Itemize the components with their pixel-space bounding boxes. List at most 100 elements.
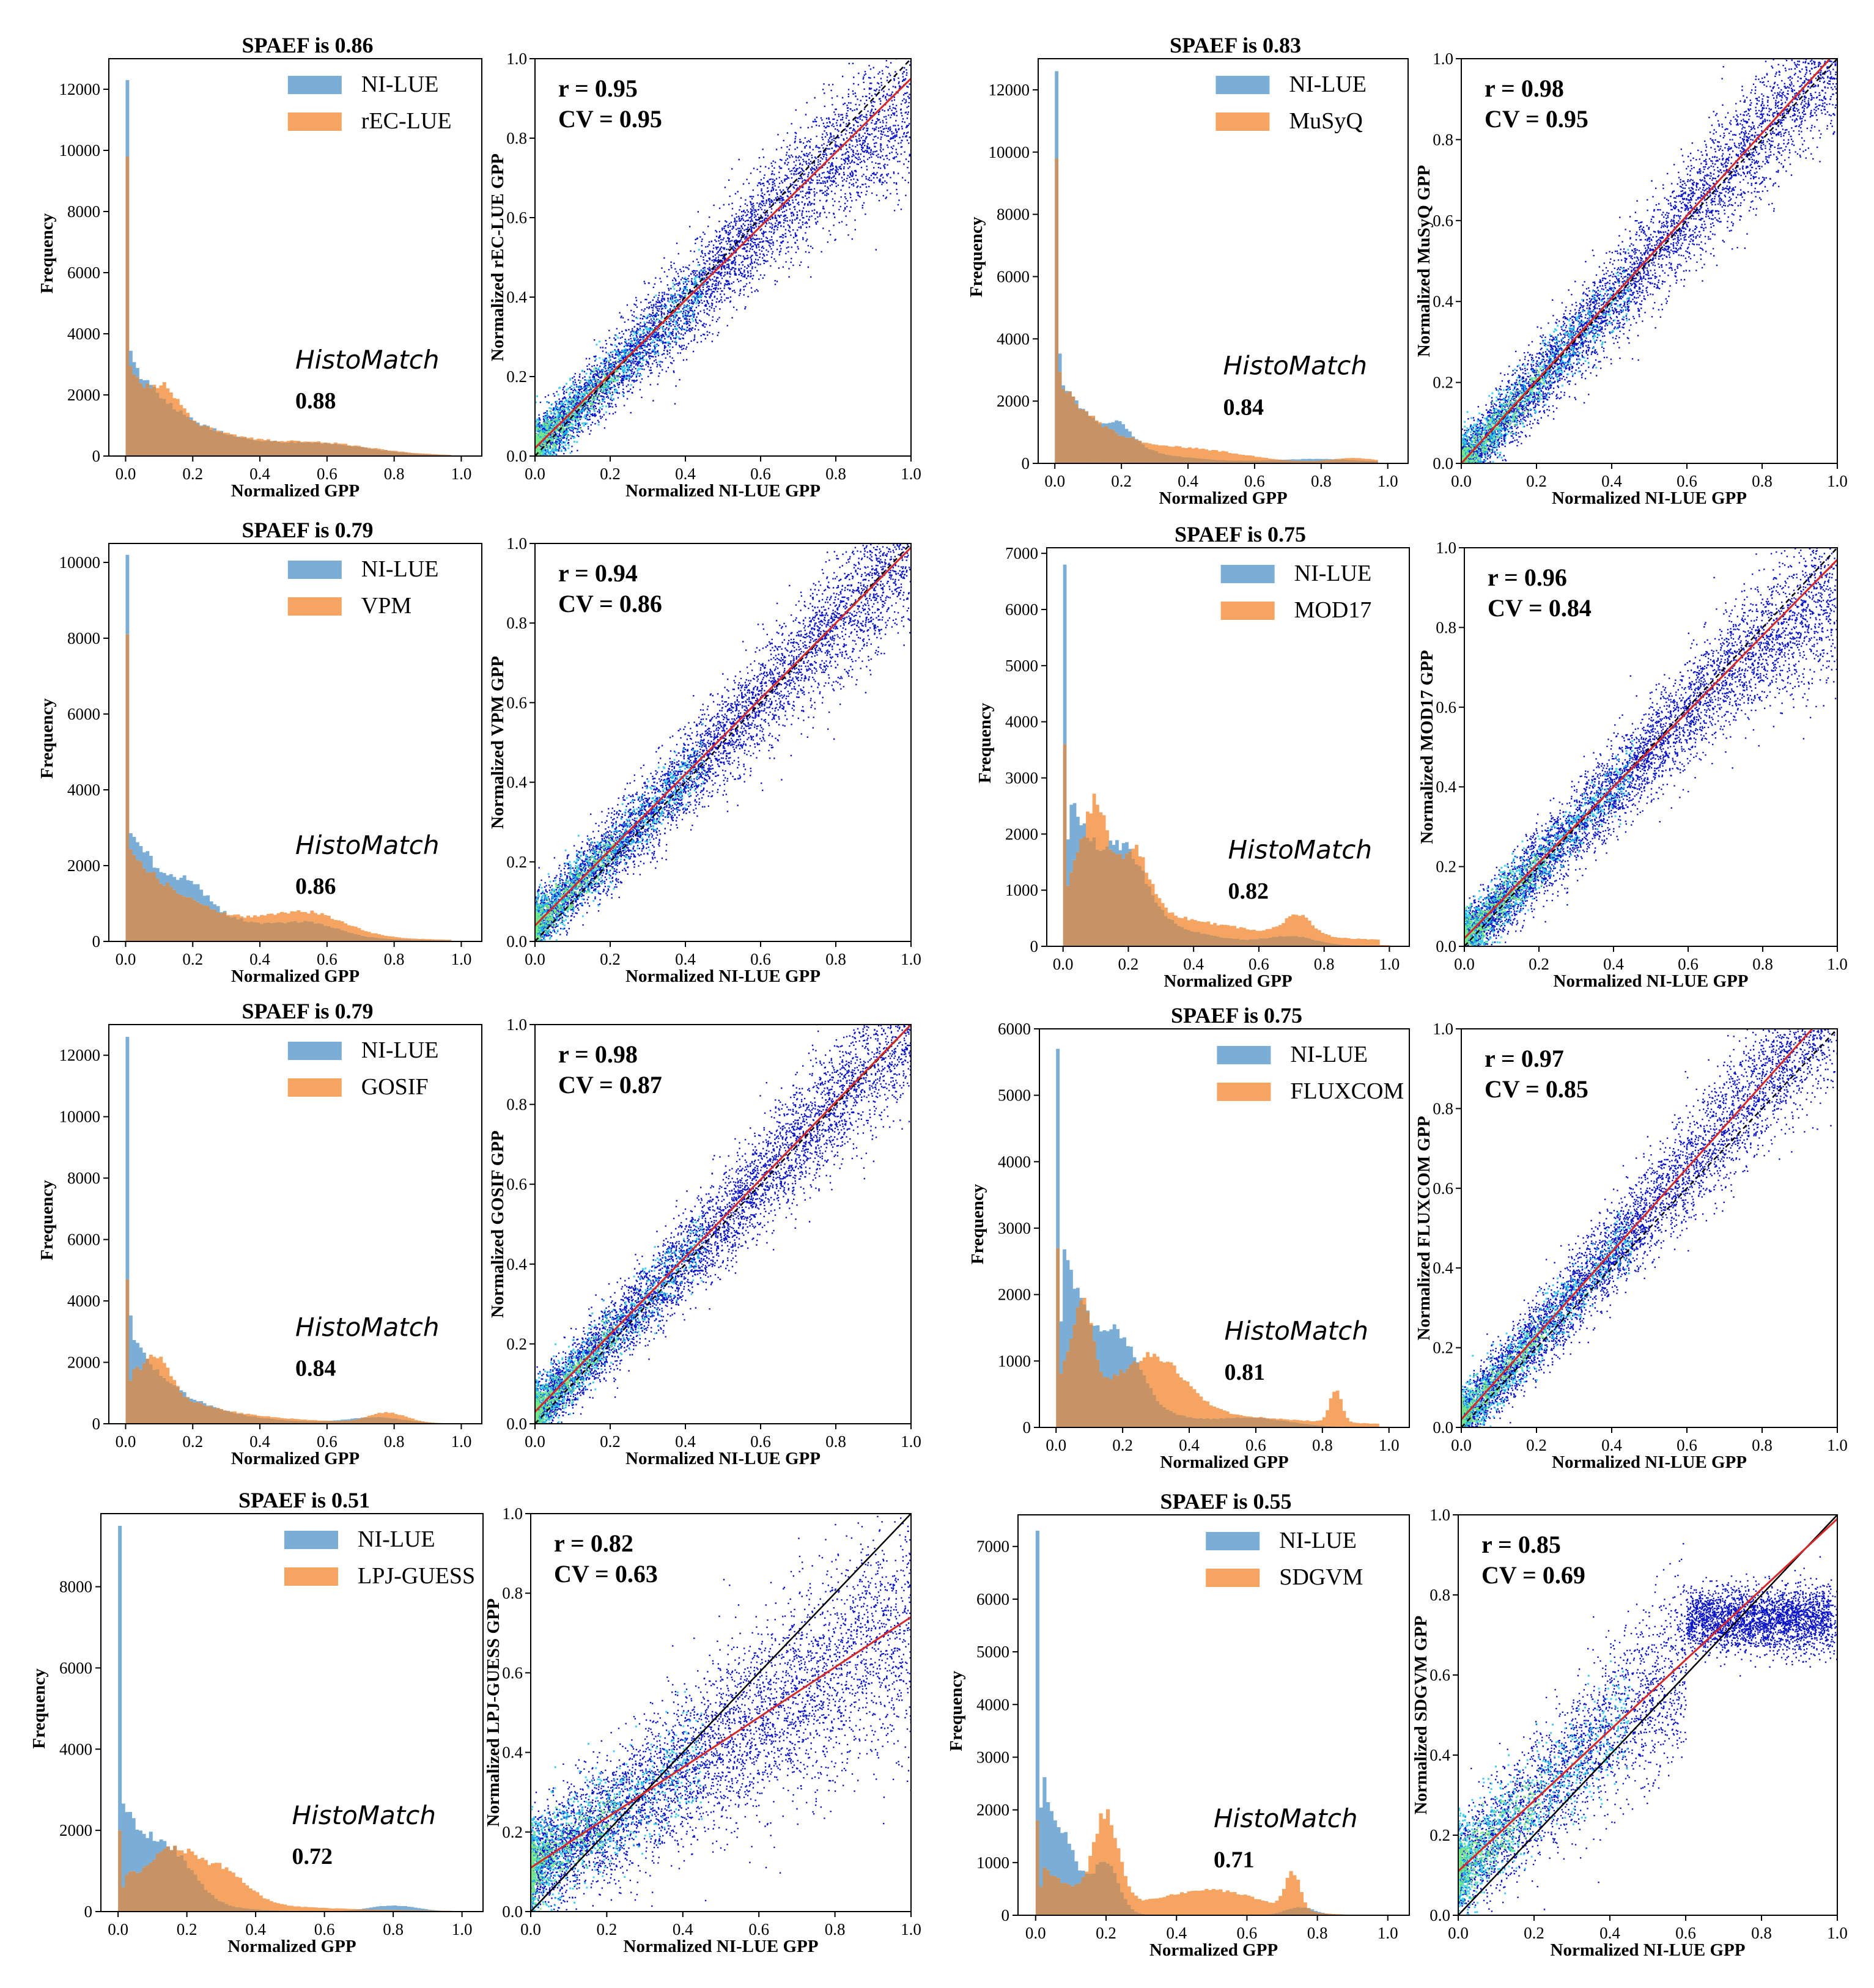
- bar-ni-lue: [1082, 409, 1085, 410]
- bar-overlap: [1159, 1405, 1163, 1427]
- bar-overlap: [1125, 438, 1129, 463]
- histomatch-label: HistoMatch: [292, 1800, 436, 1830]
- bar-overlap: [1310, 1911, 1314, 1915]
- bar-overlap: [1066, 1351, 1070, 1427]
- bar-overlap: [1304, 1907, 1307, 1915]
- bar-ni-lue: [136, 368, 139, 377]
- bar-model: [1162, 1897, 1166, 1915]
- bar-overlap: [190, 1870, 194, 1912]
- y-tick-label: 6000: [1005, 600, 1038, 619]
- bar-ni-lue: [1042, 1777, 1046, 1868]
- x-tick-label: 0.2: [600, 465, 621, 483]
- bar-model: [276, 1903, 280, 1910]
- x-tick-label: 1.0: [901, 1432, 921, 1451]
- bar-overlap: [207, 1893, 211, 1912]
- bar-model: [1272, 1903, 1275, 1914]
- bar-model: [1354, 939, 1357, 945]
- bar-model: [307, 1420, 311, 1421]
- bar-overlap: [1278, 936, 1282, 946]
- bar-overlap: [264, 1418, 267, 1424]
- y-tick-label: 1000: [976, 1854, 1009, 1872]
- bar-model: [232, 1872, 235, 1906]
- bar-overlap: [391, 451, 394, 456]
- bar-overlap: [1065, 392, 1069, 463]
- bar-overlap: [163, 1849, 166, 1912]
- y-tick-label: 10000: [59, 141, 101, 160]
- bar-overlap: [1179, 1415, 1183, 1427]
- legend-swatch-ni-lue: [1221, 565, 1275, 583]
- bar-overlap: [1269, 938, 1272, 946]
- bar-ni-lue: [1125, 842, 1129, 854]
- bar-model: [228, 1871, 232, 1905]
- y-tick-label: 1.0: [1433, 50, 1453, 68]
- bar-model: [1181, 918, 1184, 927]
- bar-overlap: [1083, 1305, 1086, 1427]
- cv-value: CV = 0.84: [1488, 594, 1592, 622]
- bar-model: [1088, 1856, 1092, 1874]
- bar-overlap: [1138, 866, 1142, 946]
- y-axis-label: Normalized FLUXCOM GPP: [1414, 1116, 1434, 1340]
- bar-overlap: [139, 383, 142, 456]
- bar-model: [1203, 922, 1207, 933]
- bar-overlap: [1233, 939, 1236, 946]
- bar-overlap: [1091, 418, 1095, 463]
- bar-model: [1368, 459, 1371, 461]
- bar-model: [223, 433, 227, 434]
- bar-overlap: [196, 1402, 200, 1424]
- bar-model: [1365, 459, 1368, 461]
- legend-swatch-ni-lue: [1217, 1046, 1271, 1064]
- bar-overlap: [367, 449, 371, 456]
- bar-model: [1329, 1398, 1333, 1426]
- histomatch-label: HistoMatch: [295, 345, 439, 375]
- bar-model: [371, 933, 374, 937]
- y-tick-label: 0: [1030, 937, 1039, 955]
- bar-overlap: [347, 446, 351, 456]
- bar-model: [308, 1907, 311, 1911]
- y-tick-label: 6000: [67, 263, 100, 282]
- y-axis-label: Frequency: [968, 1184, 987, 1264]
- bar-overlap: [1079, 1300, 1083, 1427]
- bar-model: [349, 1909, 352, 1910]
- bar-overlap: [1208, 459, 1212, 463]
- bar-model: [411, 938, 415, 940]
- y-tick-label: 1000: [998, 1352, 1031, 1370]
- bar-overlap: [1101, 427, 1105, 463]
- bar-overlap: [270, 441, 274, 456]
- bar-overlap: [1186, 1417, 1190, 1427]
- histomatch-label: HistoMatch: [1228, 835, 1372, 865]
- bar-overlap: [1125, 853, 1129, 946]
- bar-ni-lue: [1328, 459, 1332, 460]
- bar-model: [415, 938, 418, 940]
- bar-overlap: [201, 1884, 204, 1912]
- bar-model: [1248, 455, 1252, 461]
- bar-model: [226, 915, 230, 916]
- bar-ni-lue: [142, 1834, 146, 1868]
- bar-model: [1309, 1421, 1313, 1424]
- bar-model: [283, 441, 287, 443]
- bar-overlap: [357, 447, 361, 456]
- x-tick-label: 0.4: [1166, 1924, 1187, 1942]
- bar-overlap: [1135, 864, 1138, 946]
- x-tick-label: 0.8: [1312, 1436, 1333, 1454]
- bar-model: [152, 385, 156, 386]
- bar-overlap: [384, 1418, 388, 1424]
- bar-model: [257, 439, 260, 441]
- bar-model: [287, 1419, 290, 1421]
- bar-model: [1282, 1889, 1286, 1910]
- bar-model: [277, 441, 281, 442]
- x-tick-label: 0.0: [1451, 1436, 1472, 1454]
- bar-model: [1148, 443, 1152, 449]
- bar-model: [280, 441, 284, 443]
- x-tick-label: 1.0: [451, 950, 472, 968]
- bar-model: [246, 1414, 250, 1416]
- x-tick-label: 1.0: [1827, 955, 1848, 973]
- bar-overlap: [1116, 1883, 1120, 1915]
- bar-model: [210, 427, 213, 429]
- x-tick-label: 0.0: [525, 1432, 545, 1451]
- bar-overlap: [1282, 937, 1285, 946]
- bar-model: [1113, 1838, 1117, 1873]
- bar-model: [1143, 1357, 1146, 1375]
- bar-model: [1176, 1374, 1179, 1415]
- bar-overlap: [1068, 391, 1072, 463]
- bar-overlap: [243, 1415, 247, 1424]
